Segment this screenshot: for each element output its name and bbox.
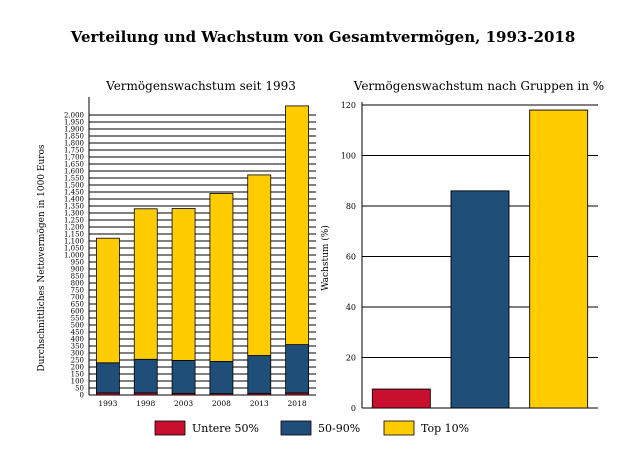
left-ytick-label: 1,100	[64, 238, 84, 246]
right-ytick-label: 20	[346, 354, 356, 363]
right-ytick-label: 80	[346, 202, 356, 211]
left-ytick-label: 1,950	[64, 119, 84, 127]
left-ytick-label: 1,350	[64, 203, 84, 211]
left-ytick-label: 1,000	[64, 252, 84, 260]
left-bar-segment	[247, 174, 272, 356]
left-ytick-label: 0	[80, 392, 84, 400]
left-bar-segment	[285, 344, 309, 394]
right-ytick-label: 40	[346, 303, 356, 312]
left-bar-segment	[171, 360, 196, 394]
left-chart-ylabel: Durchschnittliches Nettovermögen in 1000…	[37, 144, 47, 372]
legend-label: Untere 50%	[192, 422, 259, 435]
left-xtick-label: 2013	[250, 399, 269, 408]
left-ytick-label: 700	[71, 294, 84, 302]
left-ytick-label: 1,300	[64, 210, 84, 218]
left-ytick-label: 1,400	[64, 196, 84, 204]
left-ytick-label: 300	[71, 350, 84, 358]
right-chart-growth-bars: Vermögenswachstum nach Gruppen in % Wach…	[320, 79, 604, 413]
left-ytick-label: 1,900	[64, 126, 84, 134]
left-ytick-label: 850	[71, 273, 84, 281]
legend-label: Top 10%	[421, 422, 469, 435]
left-ytick-label: 800	[71, 280, 84, 288]
left-bar-segment	[96, 237, 120, 364]
left-ytick-label: 900	[71, 266, 84, 274]
legend-swatch	[154, 420, 186, 436]
left-chart-title: Vermögenswachstum seit 1993	[105, 79, 296, 93]
left-ytick-label: 450	[71, 329, 84, 337]
right-bar	[450, 190, 510, 409]
left-xtick-label: 2018	[288, 399, 307, 408]
left-ytick-label: 100	[71, 378, 84, 386]
right-chart-ylabel: Wachstum (%)	[320, 225, 331, 291]
left-ytick-label: 1,500	[64, 182, 84, 190]
left-xtick-label: 2008	[212, 399, 231, 408]
left-xtick-label: 2003	[174, 399, 193, 408]
left-bar-segment	[133, 208, 158, 360]
right-ytick-label: 0	[351, 404, 356, 413]
left-bar-segment	[171, 208, 196, 361]
left-ytick-label: 550	[71, 315, 84, 323]
left-ytick-label: 2,000	[64, 112, 84, 120]
left-ytick-label: 750	[71, 287, 84, 295]
left-bar-segment	[209, 360, 234, 394]
legend-label: 50-90%	[318, 422, 360, 435]
left-grid	[89, 114, 316, 396]
right-ytick-label: 120	[341, 101, 356, 110]
left-xtick-label: 1993	[98, 399, 117, 408]
left-ytick-label: 150	[71, 371, 84, 379]
left-ytick-label: 1,800	[64, 140, 84, 148]
left-ytick-label: 650	[71, 301, 84, 309]
left-ytick-label: 1,750	[64, 147, 84, 155]
left-xtick-label: 1998	[136, 399, 155, 408]
right-bar	[371, 388, 431, 409]
legend: Untere 50% 50-90% Top 10%	[154, 420, 469, 436]
right-bars	[371, 109, 589, 409]
left-bar-segment	[209, 192, 234, 362]
right-ytick-label: 100	[341, 152, 356, 161]
left-bar-segment	[96, 362, 120, 394]
left-ytick-label: 500	[71, 322, 84, 330]
right-ytick-label: 60	[346, 253, 356, 262]
left-ytick-label: 1,150	[64, 231, 84, 239]
left-ytick-label: 1,200	[64, 224, 84, 232]
left-tick-labels: 0501001502002503003504004505005506006507…	[64, 112, 307, 409]
left-bar-segment	[247, 355, 272, 394]
left-ytick-label: 1,450	[64, 189, 84, 197]
figure-title: Verteilung und Wachstum von Gesamtvermög…	[70, 28, 576, 46]
right-chart-title: Vermögenswachstum nach Gruppen in %	[353, 79, 604, 93]
left-ytick-label: 400	[71, 336, 84, 344]
left-chart-stacked-bars: Vermögenswachstum seit 1993 Durchschnitt…	[37, 79, 316, 408]
left-ytick-label: 1,250	[64, 217, 84, 225]
left-ytick-label: 200	[71, 364, 84, 372]
left-ytick-label: 350	[71, 343, 84, 351]
left-bars	[96, 105, 309, 396]
left-ytick-label: 1,650	[64, 161, 84, 169]
left-bar-segment	[285, 105, 309, 345]
left-ytick-label: 1,850	[64, 133, 84, 141]
left-bar-segment	[133, 358, 158, 394]
right-tick-labels: 0 20 40 60 80 100 120	[341, 101, 356, 413]
right-bar	[529, 109, 589, 409]
left-ytick-label: 1,700	[64, 154, 84, 162]
left-ytick-label: 1,050	[64, 245, 84, 253]
left-ytick-label: 1,600	[64, 168, 84, 176]
left-ytick-label: 50	[75, 385, 84, 393]
legend-swatch	[280, 420, 312, 436]
legend-swatch	[383, 420, 415, 436]
left-ytick-label: 250	[71, 357, 84, 365]
left-ytick-label: 1,550	[64, 175, 84, 183]
left-ytick-label: 600	[71, 308, 84, 316]
left-ytick-label: 950	[71, 259, 84, 267]
